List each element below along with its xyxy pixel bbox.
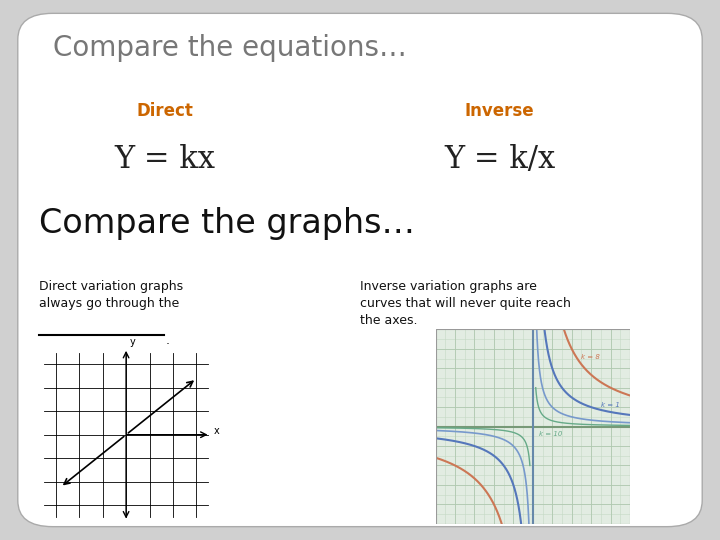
Text: Inverse: Inverse bbox=[465, 103, 534, 120]
FancyBboxPatch shape bbox=[18, 14, 702, 526]
Text: y: y bbox=[130, 337, 135, 347]
Text: Inverse variation graphs are
curves that will never quite reach
the axes.: Inverse variation graphs are curves that… bbox=[360, 280, 571, 327]
Text: x: x bbox=[214, 426, 220, 436]
Text: k = 1: k = 1 bbox=[600, 402, 620, 408]
Text: k = 8: k = 8 bbox=[582, 354, 600, 360]
Text: k = 10: k = 10 bbox=[539, 431, 562, 437]
Text: Direct variation graphs
always go through the: Direct variation graphs always go throug… bbox=[39, 280, 183, 310]
Text: Compare the graphs…: Compare the graphs… bbox=[39, 207, 415, 240]
Text: Y = kx: Y = kx bbox=[114, 144, 215, 176]
Text: Y = k/x: Y = k/x bbox=[444, 144, 555, 176]
Text: .: . bbox=[166, 334, 170, 347]
Text: Direct: Direct bbox=[136, 103, 193, 120]
Text: Compare the equations…: Compare the equations… bbox=[53, 35, 407, 62]
